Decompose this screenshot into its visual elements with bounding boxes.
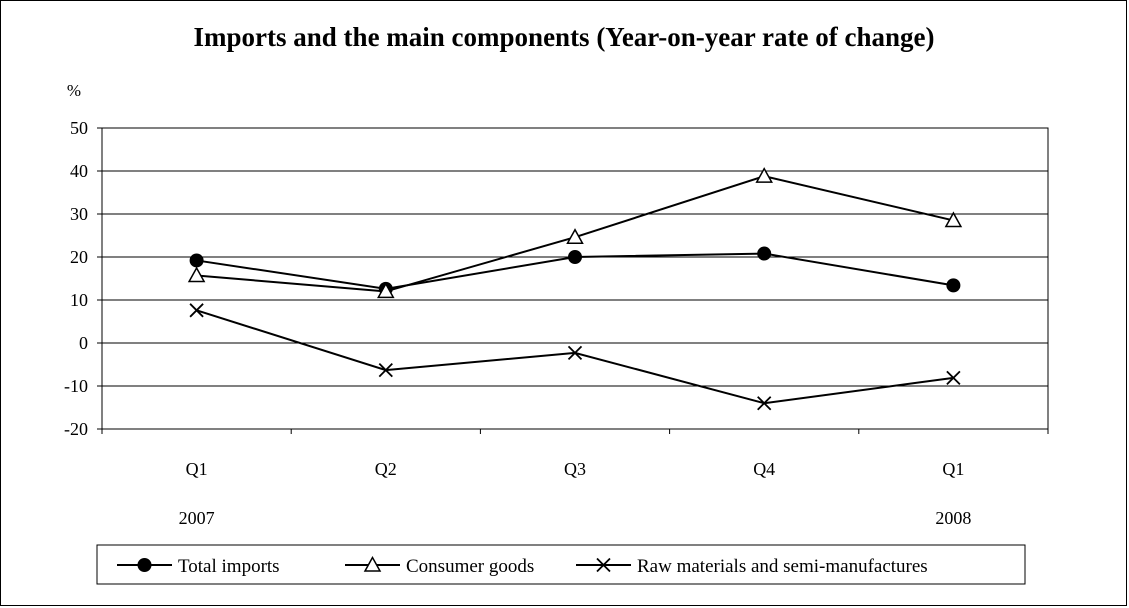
y-tick-label: 0 — [79, 333, 88, 353]
plot-area — [101, 127, 1049, 430]
series-consumer-goods — [187, 167, 963, 299]
legend-box — [96, 544, 1026, 585]
y-tick-label: 20 — [70, 247, 88, 267]
legend-entry: Total imports — [117, 556, 280, 577]
data-point-circle — [568, 250, 582, 264]
y-tick-label: 50 — [70, 118, 88, 138]
legend-label: Consumer goods — [406, 556, 534, 577]
data-point-x — [189, 303, 204, 318]
data-point-x — [596, 557, 611, 573]
series-raw-materials-and-semi-manufactures — [189, 303, 961, 411]
data-point-x — [378, 362, 393, 378]
data-point-circle — [946, 278, 961, 293]
x-axis-ticks: Q1 Q2 Q3 Q4 Q1 2007 2008 — [101, 429, 1049, 528]
data-point-x — [946, 370, 961, 385]
data-point-x — [757, 396, 772, 411]
y-axis-unit: % — [67, 81, 81, 100]
x-year-label: 2008 — [935, 508, 971, 528]
y-axis-ticks: 50 40 30 20 10 0 -10 -20 — [64, 118, 102, 439]
data-point-triangle — [363, 555, 382, 572]
series-group — [187, 167, 963, 411]
data-point-circle — [137, 558, 152, 572]
x-tick-label: Q1 — [942, 459, 964, 479]
data-point-triangle — [944, 211, 963, 228]
legend: Total imports Consumer goods Raw materials… — [96, 544, 1026, 585]
data-point-triangle — [755, 167, 773, 183]
x-tick-label: Q4 — [753, 459, 775, 479]
data-point-x — [567, 345, 583, 361]
chart-title: Imports and the main components (Year-on… — [194, 22, 935, 52]
x-tick-label: Q3 — [564, 459, 586, 479]
data-point-triangle — [187, 266, 206, 283]
y-tick-label: 30 — [70, 204, 88, 224]
data-point-triangle — [566, 228, 584, 244]
x-tick-label: Q1 — [186, 459, 208, 479]
x-tick-label: Q2 — [375, 459, 397, 479]
data-point-triangle — [377, 282, 395, 299]
legend-entry: Raw materials and semi-manufactures — [576, 556, 928, 577]
legend-label: Total imports — [178, 556, 280, 577]
series-total-imports — [189, 246, 961, 296]
series-line — [196, 309, 954, 405]
legend-entry: Consumer goods — [345, 555, 534, 577]
legend-label: Raw materials and semi-manufactures — [637, 556, 928, 577]
y-tick-label: 40 — [70, 161, 88, 181]
data-point-circle — [189, 253, 204, 268]
x-year-label: 2007 — [179, 508, 215, 528]
data-point-circle — [757, 246, 772, 261]
y-tick-label: -20 — [64, 419, 88, 439]
y-tick-label: -10 — [64, 376, 88, 396]
y-tick-label: 10 — [70, 290, 88, 310]
